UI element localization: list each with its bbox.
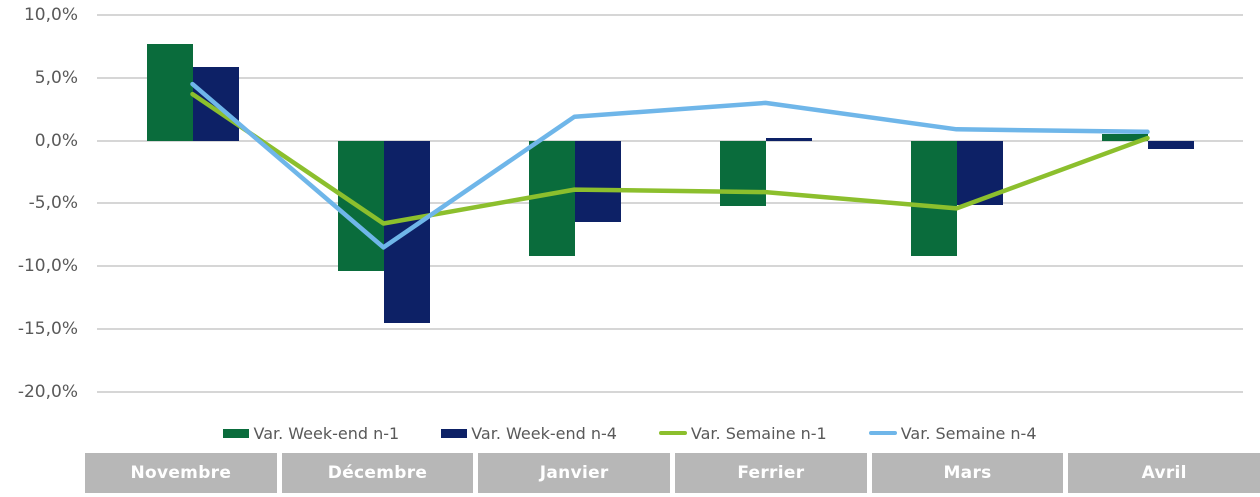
y-axis-tick-label: -10,0% bbox=[17, 256, 78, 276]
bar-series2-novembre bbox=[192, 66, 239, 141]
gridline-10pct bbox=[97, 14, 1243, 16]
line-swatch-icon bbox=[868, 431, 897, 435]
line-swatch-icon bbox=[658, 431, 687, 435]
legend-label: Var. Week-end n-4 bbox=[471, 423, 617, 443]
y-axis-tick-label: 5,0% bbox=[34, 68, 78, 88]
month-cell-decembre: Décembre bbox=[281, 453, 474, 493]
bar-series2-janvier bbox=[574, 140, 621, 223]
legend-item-var-week-end-n-1: Var. Week-end n-1 bbox=[223, 424, 399, 443]
y-axis-tick-label: -20,0% bbox=[17, 382, 78, 402]
y-axis-tick-label: 0,0% bbox=[34, 131, 78, 151]
bar-swatch-icon bbox=[223, 428, 250, 438]
month-cell-avril: Avril bbox=[1068, 453, 1260, 493]
month-cell-novembre: Novembre bbox=[85, 453, 277, 493]
legend-item-var-semaine-n-4: Var. Semaine n-4 bbox=[868, 423, 1037, 443]
bar-series2-ferrier bbox=[765, 138, 812, 141]
legend-label: Var. Semaine n-4 bbox=[900, 423, 1037, 443]
bar-series1-décembre bbox=[337, 140, 384, 272]
month-cell-mars: Mars bbox=[871, 453, 1064, 493]
x-axis-month-band: Novembre Décembre Janvier Ferrier Mars A… bbox=[85, 453, 1260, 493]
gridline-neg20pct bbox=[97, 391, 1243, 393]
month-cell-janvier: Janvier bbox=[478, 453, 671, 493]
bar-series1-janvier bbox=[528, 140, 575, 257]
gridline-neg15pct bbox=[97, 328, 1243, 330]
bar-swatch-icon bbox=[441, 428, 468, 438]
chart-legend: Var. Week-end n-1 Var. Week-end n-4 Var.… bbox=[0, 416, 1260, 450]
bar-series1-mars bbox=[910, 140, 957, 257]
bar-series1-novembre bbox=[146, 43, 193, 141]
legend-label: Var. Semaine n-1 bbox=[690, 423, 827, 443]
y-axis-tick-label: -5,0% bbox=[28, 193, 78, 213]
bar-series2-décembre bbox=[383, 140, 430, 323]
y-axis-tick-label: 10,0% bbox=[23, 5, 78, 25]
legend-item-var-week-end-n-4: Var. Week-end n-4 bbox=[441, 424, 617, 443]
y-axis-tick-label: -15,0% bbox=[17, 319, 78, 339]
legend-item-var-semaine-n-1: Var. Semaine n-1 bbox=[658, 423, 827, 443]
month-cell-ferrier: Ferrier bbox=[675, 453, 867, 493]
legend-label: Var. Week-end n-1 bbox=[253, 423, 400, 443]
bar-series2-avril bbox=[1147, 140, 1194, 150]
bar-series2-mars bbox=[956, 140, 1003, 205]
gridline-5pct bbox=[97, 77, 1243, 79]
bar-series1-ferrier bbox=[719, 140, 766, 206]
bar-series1-avril bbox=[1101, 134, 1148, 141]
gridline-neg10pct bbox=[97, 265, 1243, 267]
